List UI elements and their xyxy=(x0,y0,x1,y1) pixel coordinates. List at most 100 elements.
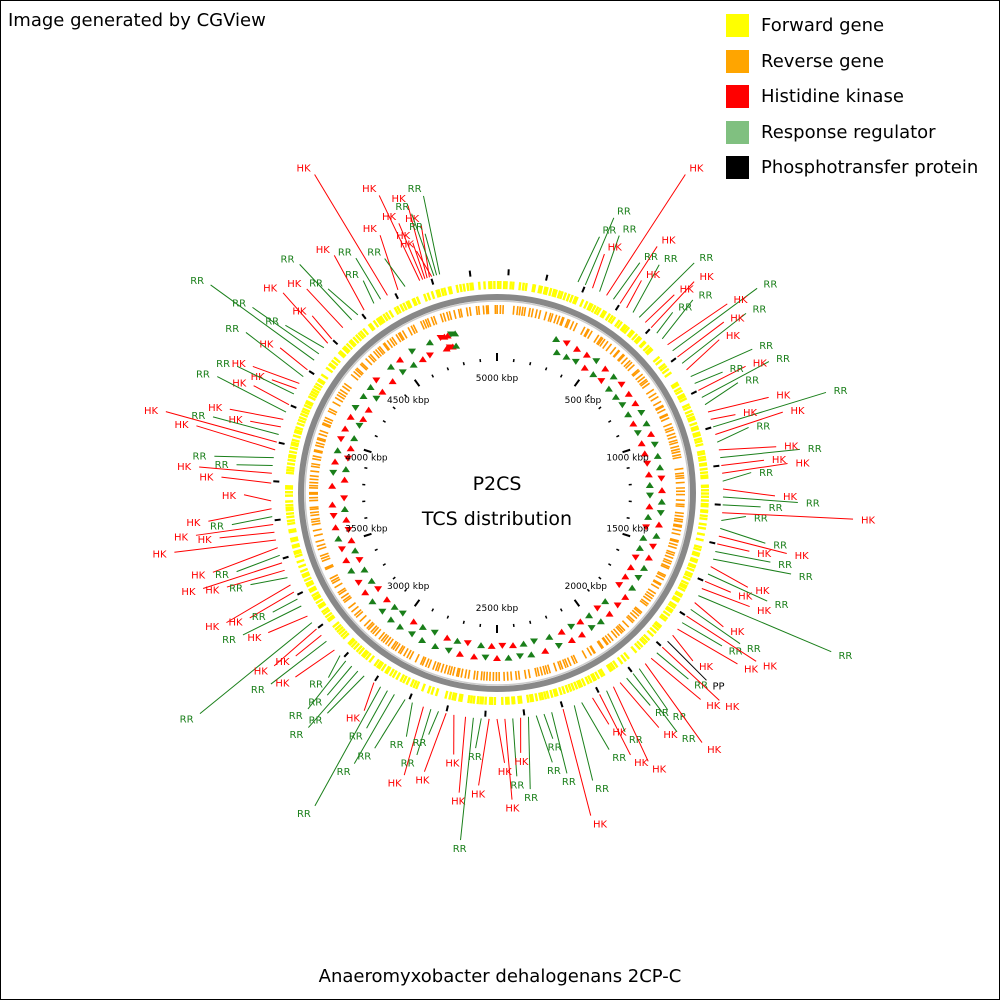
forward-gene-swatch xyxy=(726,14,749,38)
forward-gene xyxy=(362,327,370,336)
reverse-gene xyxy=(664,426,674,432)
reverse-gene xyxy=(549,313,554,323)
reverse-gene xyxy=(666,432,676,437)
reverse-gene xyxy=(401,330,408,339)
response-regulator-label: RR xyxy=(510,780,524,791)
response-regulator-marker xyxy=(545,633,554,640)
forward-gene xyxy=(314,382,324,389)
forward-gene xyxy=(665,605,674,612)
response-regulator-label: RR xyxy=(345,270,359,281)
feature-callout-line xyxy=(606,690,626,733)
forward-gene xyxy=(352,642,361,651)
feature-callout-line xyxy=(698,365,746,391)
reverse-gene xyxy=(572,654,578,664)
response-regulator-marker xyxy=(425,339,434,346)
forward-gene xyxy=(649,626,657,634)
histidine-kinase-swatch xyxy=(726,85,749,109)
forward-gene xyxy=(692,550,701,556)
histidine-kinase-marker xyxy=(364,406,373,413)
histidine-kinase-marker xyxy=(649,543,658,550)
response-regulator-marker xyxy=(609,373,618,380)
feature-callout-line xyxy=(307,660,347,710)
reverse-gene xyxy=(536,667,540,677)
forward-gene xyxy=(561,685,567,695)
reverse-gene xyxy=(440,663,445,673)
forward-gene xyxy=(539,285,544,294)
reverse-gene xyxy=(419,320,425,330)
reverse-gene xyxy=(673,523,683,527)
response-regulator-label: RR xyxy=(215,460,229,471)
histidine-kinase-marker xyxy=(443,332,452,339)
response-regulator-marker xyxy=(554,642,563,649)
reverse-gene xyxy=(316,543,326,548)
forward-gene xyxy=(422,293,428,302)
forward-gene xyxy=(345,342,354,351)
reverse-gene xyxy=(414,653,420,663)
feature-callout-line xyxy=(720,527,766,544)
reverse-gene xyxy=(675,474,685,478)
reverse-gene xyxy=(668,542,678,547)
histidine-kinase-label: HK xyxy=(680,285,695,296)
major-tick xyxy=(622,448,631,454)
forward-gene xyxy=(689,558,698,564)
forward-gene xyxy=(671,383,680,390)
phosphotransfer-mark xyxy=(282,555,289,560)
reverse-gene xyxy=(314,444,325,449)
histidine-kinase-label: HK xyxy=(254,667,269,678)
histidine-kinase-label: HK xyxy=(652,764,667,775)
reverse-gene xyxy=(580,326,586,336)
histidine-kinase-label: HK xyxy=(784,441,799,452)
feature-callout-line xyxy=(214,455,274,459)
forward-gene xyxy=(630,645,638,654)
reverse-gene xyxy=(334,396,344,403)
forward-gene xyxy=(644,346,653,354)
legend-item-reverse-gene: Reverse gene xyxy=(726,44,978,80)
forward-gene xyxy=(599,309,606,318)
reverse-gene xyxy=(455,667,460,677)
reverse-gene xyxy=(426,318,432,327)
response-regulator-label: RR xyxy=(190,276,204,287)
histidine-kinase-marker xyxy=(443,634,452,641)
reverse-gene xyxy=(397,332,404,342)
reverse-gene xyxy=(618,623,626,632)
feature-callout-line xyxy=(638,668,669,711)
minor-tick xyxy=(431,608,435,612)
histidine-kinase-marker xyxy=(562,340,571,347)
reverse-gene xyxy=(623,359,631,368)
reverse-gene xyxy=(310,517,320,521)
tcs-gene-ring xyxy=(328,330,666,661)
histidine-kinase-marker xyxy=(354,579,363,586)
reverse-gene xyxy=(323,419,333,425)
feature-callout-line xyxy=(707,573,768,602)
reverse-gene xyxy=(378,631,386,640)
forward-gene xyxy=(559,291,564,300)
forward-gene xyxy=(467,694,471,704)
reverse-gene xyxy=(337,391,347,398)
forward-gene xyxy=(517,695,521,704)
histidine-kinase-marker xyxy=(493,655,501,661)
reverse-gene xyxy=(547,312,552,322)
phosphotransfer-protein-swatch xyxy=(726,156,749,180)
phosphotransfer-mark xyxy=(559,701,564,708)
reverse-gene xyxy=(467,669,471,679)
response-regulator-label: RR xyxy=(193,451,207,462)
minor-tick xyxy=(374,434,378,438)
reverse-gene xyxy=(391,336,398,346)
forward-gene xyxy=(626,329,634,337)
response-regulator-marker xyxy=(657,498,666,505)
histidine-kinase-marker xyxy=(498,642,507,649)
reverse-gene xyxy=(327,410,337,416)
feature-callout-line xyxy=(677,321,725,358)
reverse-gene xyxy=(612,628,621,637)
histidine-kinase-label: HK xyxy=(707,745,722,756)
reverse-gene xyxy=(566,657,572,667)
feature-callout-line xyxy=(366,690,388,729)
histidine-kinase-label: HK xyxy=(755,586,770,597)
feature-callout-line xyxy=(424,233,438,276)
feature-callout-line xyxy=(504,718,513,800)
forward-gene xyxy=(444,690,449,699)
forward-gene xyxy=(375,317,383,326)
histidine-kinase-marker xyxy=(342,557,351,564)
forward-gene xyxy=(298,563,307,569)
response-regulator-label: RR xyxy=(309,279,323,290)
